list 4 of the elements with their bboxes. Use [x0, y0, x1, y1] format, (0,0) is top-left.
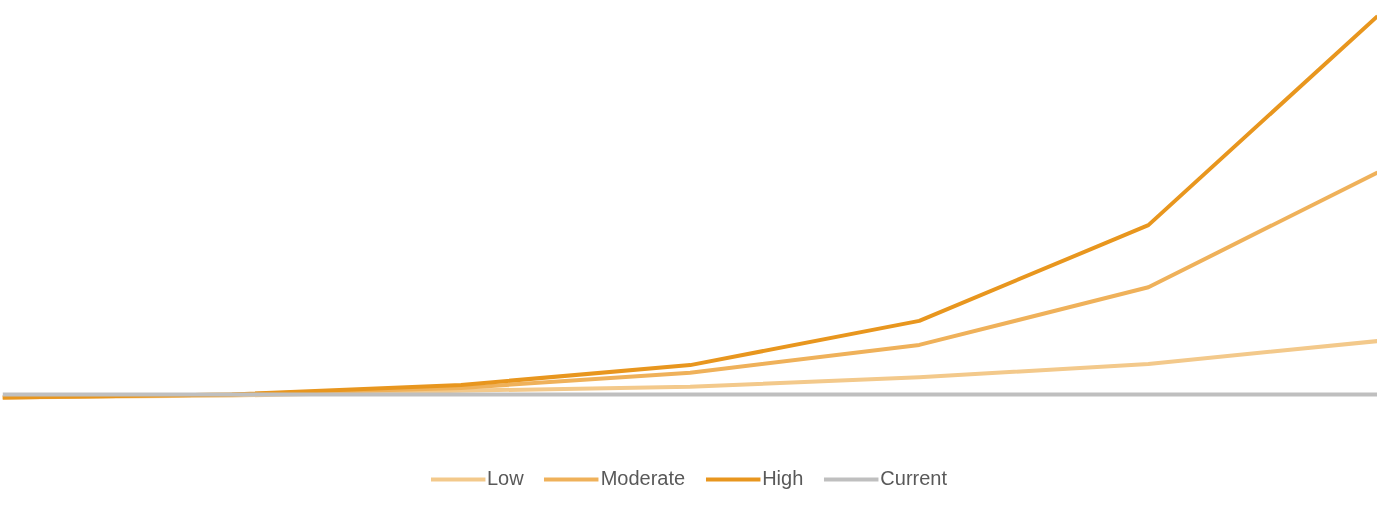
- legend-label: Moderate: [600, 467, 686, 490]
- legend-label: Current: [880, 467, 948, 490]
- legend-label: Low: [486, 467, 524, 490]
- legend-label: High: [762, 467, 804, 490]
